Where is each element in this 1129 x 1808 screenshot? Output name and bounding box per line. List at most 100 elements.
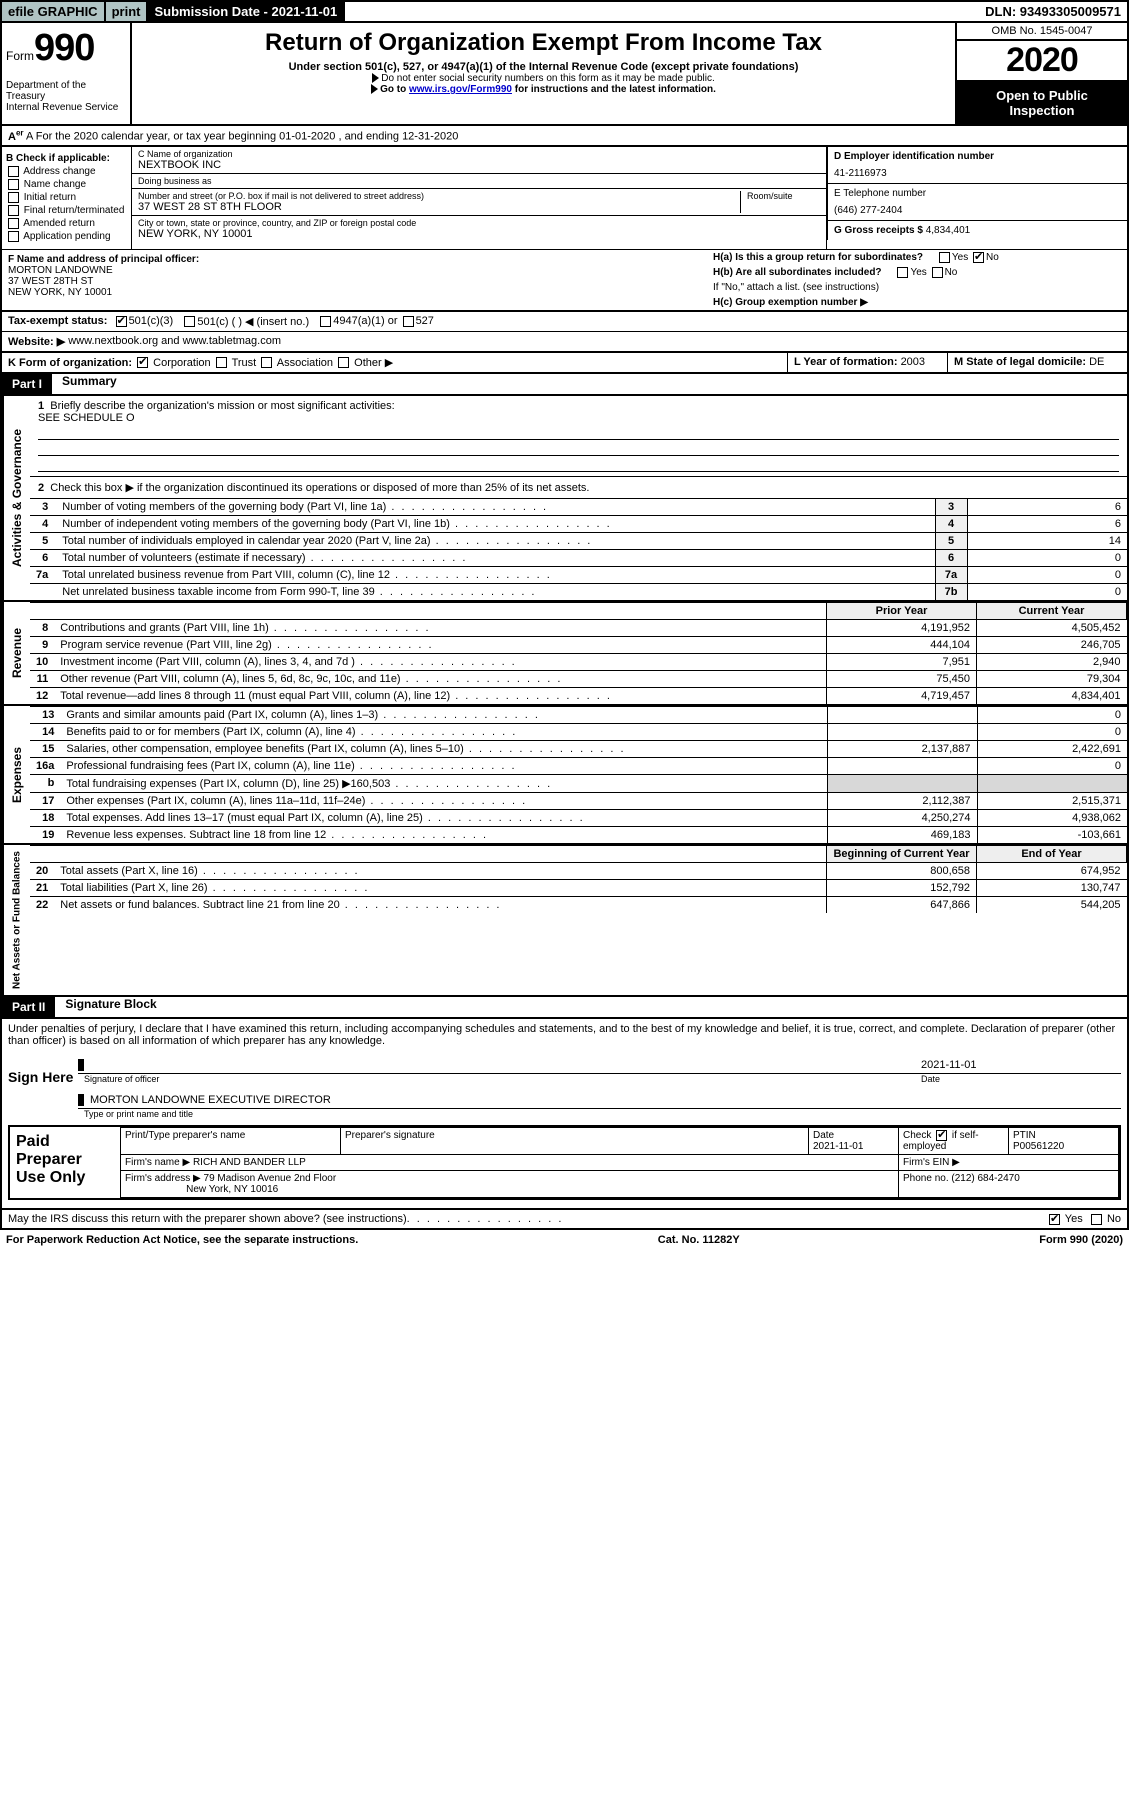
part1-expenses: Expenses 13Grants and similar amounts pa… bbox=[0, 706, 1129, 845]
print-button[interactable]: print bbox=[106, 2, 149, 21]
form-header: Form990 Department of the Treasury Inter… bbox=[0, 23, 1129, 126]
city-label: City or town, state or province, country… bbox=[138, 218, 820, 228]
street-value: 37 WEST 28 ST 8TH FLOOR bbox=[138, 201, 740, 213]
dln-label: DLN: 93493305009571 bbox=[979, 2, 1127, 21]
phone-value: (212) 684-2470 bbox=[951, 1173, 1019, 1184]
dba-label: Doing business as bbox=[138, 176, 820, 186]
revenue-table: Prior YearCurrent Year 8Contributions an… bbox=[30, 602, 1127, 704]
expenses-table: 13Grants and similar amounts paid (Part … bbox=[30, 706, 1127, 843]
firm-addr1: 79 Madison Avenue 2nd Floor bbox=[204, 1173, 337, 1184]
chk-self-employed[interactable] bbox=[936, 1130, 947, 1141]
501c-label: 501(c) ( ) ◀ (insert no.) bbox=[197, 315, 309, 328]
prep-name-hdr: Print/Type preparer's name bbox=[121, 1127, 341, 1154]
subtitle-2: Do not enter social security numbers on … bbox=[381, 73, 714, 84]
chk-501c3[interactable] bbox=[116, 316, 127, 327]
row-a: Aer A For the 2020 calendar year, or tax… bbox=[0, 126, 1129, 147]
tax-year: 2020 bbox=[957, 41, 1127, 82]
officer-block: F Name and address of principal officer:… bbox=[0, 249, 1129, 312]
ha-yes[interactable] bbox=[939, 252, 950, 263]
part2-badge: Part II bbox=[2, 997, 55, 1017]
prior-year-hdr: Prior Year bbox=[827, 602, 977, 619]
chk-4947[interactable] bbox=[320, 316, 331, 327]
end-year-hdr: End of Year bbox=[977, 845, 1127, 862]
goto-post: for instructions and the latest informat… bbox=[512, 84, 716, 95]
main-info: B Check if applicable: Address change Na… bbox=[0, 147, 1129, 249]
part1-netassets: Net Assets or Fund Balances Beginning of… bbox=[0, 845, 1129, 997]
officer-name: MORTON LANDOWNE bbox=[8, 265, 701, 276]
assoc-label: Association bbox=[277, 357, 333, 369]
goto-pre: Go to bbox=[380, 84, 409, 95]
no-label: No bbox=[945, 267, 958, 278]
hb-label: H(b) Are all subordinates included? bbox=[713, 267, 882, 278]
phone-label: Phone no. bbox=[903, 1173, 951, 1184]
chk-pending[interactable] bbox=[8, 231, 19, 242]
top-bar: efile GRAPHIC print Submission Date - 20… bbox=[0, 0, 1129, 23]
current-year-hdr: Current Year bbox=[977, 602, 1127, 619]
tax-exempt-row: Tax-exempt status: 501(c)(3) 501(c) ( ) … bbox=[2, 312, 1127, 331]
netassets-table: Beginning of Current YearEnd of Year 20T… bbox=[30, 845, 1127, 913]
officer-street: 37 WEST 28TH ST bbox=[8, 276, 701, 287]
part1-revenue: Revenue Prior YearCurrent Year 8Contribu… bbox=[0, 602, 1129, 706]
officer-city: NEW YORK, NY 10001 bbox=[8, 287, 701, 298]
m-value: DE bbox=[1089, 356, 1104, 368]
discuss-yes[interactable] bbox=[1049, 1214, 1060, 1225]
governance-table: 3Number of voting members of the governi… bbox=[30, 498, 1127, 600]
website-row: Website: ▶ www.nextbook.org and www.tabl… bbox=[2, 331, 1127, 351]
part1-header: Part I Summary bbox=[0, 374, 1129, 396]
vlabel-expenses: Expenses bbox=[2, 706, 30, 843]
ein-value: 41-2116973 bbox=[834, 168, 1121, 179]
no-label: No bbox=[986, 252, 999, 263]
prep-self-label: Check bbox=[903, 1130, 934, 1141]
yes-label: Yes bbox=[952, 252, 968, 263]
chk-corp[interactable] bbox=[137, 357, 148, 368]
discuss-no[interactable] bbox=[1091, 1214, 1102, 1225]
submission-date: Submission Date - 2021-11-01 bbox=[148, 2, 345, 21]
ha-no[interactable] bbox=[973, 252, 984, 263]
org-name-label: C Name of organization bbox=[138, 149, 820, 159]
hb-no[interactable] bbox=[932, 267, 943, 278]
l2-text: Check this box ▶ if the organization dis… bbox=[50, 482, 589, 494]
form-title: Return of Organization Exempt From Incom… bbox=[136, 29, 951, 57]
part2-header: Part II Signature Block bbox=[0, 997, 1129, 1019]
chk-527[interactable] bbox=[403, 316, 414, 327]
footer-line: For Paperwork Reduction Act Notice, see … bbox=[0, 1230, 1129, 1250]
no-label: No bbox=[1107, 1213, 1121, 1225]
firm-name: RICH AND BANDER LLP bbox=[193, 1157, 306, 1168]
sig-officer-label: Signature of officer bbox=[84, 1074, 921, 1084]
chk-initial-label: Initial return bbox=[24, 192, 76, 203]
l-label: L Year of formation: bbox=[794, 356, 901, 368]
chk-name[interactable] bbox=[8, 179, 19, 190]
prep-date-val: 2021-11-01 bbox=[813, 1141, 863, 1152]
irs-discuss-row: May the IRS discuss this return with the… bbox=[0, 1210, 1129, 1230]
chk-assoc[interactable] bbox=[261, 357, 272, 368]
m-label: M State of legal domicile: bbox=[954, 356, 1089, 368]
declaration-text: Under penalties of perjury, I declare th… bbox=[8, 1023, 1121, 1047]
preparer-block: Paid Preparer Use Only Print/Type prepar… bbox=[8, 1125, 1121, 1200]
chk-other[interactable] bbox=[338, 357, 349, 368]
website-value: www.nextbook.org and www.tabletmag.com bbox=[68, 335, 281, 347]
gross-label: G Gross receipts $ bbox=[834, 225, 926, 236]
website-label: Website: ▶ bbox=[8, 335, 65, 348]
irs-link[interactable]: www.irs.gov/Form990 bbox=[409, 84, 512, 95]
chk-final-label: Final return/terminated bbox=[24, 205, 125, 216]
tel-label: E Telephone number bbox=[834, 188, 926, 199]
triangle-icon bbox=[371, 84, 378, 94]
chk-trust[interactable] bbox=[216, 357, 227, 368]
chk-initial[interactable] bbox=[8, 192, 19, 203]
chk-final[interactable] bbox=[8, 205, 19, 216]
sign-here-label: Sign Here bbox=[8, 1057, 78, 1119]
part1-governance: Activities & Governance 1 Briefly descri… bbox=[0, 396, 1129, 602]
chk-501c[interactable] bbox=[184, 316, 195, 327]
ptin-label: PTIN bbox=[1013, 1130, 1036, 1141]
firm-ein-label: Firm's EIN ▶ bbox=[903, 1157, 960, 1168]
sig-name-label: Type or print name and title bbox=[84, 1109, 193, 1119]
preparer-label: Paid Preparer Use Only bbox=[10, 1127, 120, 1198]
chk-amended[interactable] bbox=[8, 218, 19, 229]
city-value: NEW YORK, NY 10001 bbox=[138, 228, 820, 240]
hb-yes[interactable] bbox=[897, 267, 908, 278]
part2-title: Signature Block bbox=[55, 997, 156, 1017]
gross-value: 4,834,401 bbox=[926, 225, 971, 236]
chk-address[interactable] bbox=[8, 166, 19, 177]
date-label: Date bbox=[921, 1074, 1121, 1084]
k-l-m-row: K Form of organization: Corporation Trus… bbox=[0, 353, 1129, 374]
